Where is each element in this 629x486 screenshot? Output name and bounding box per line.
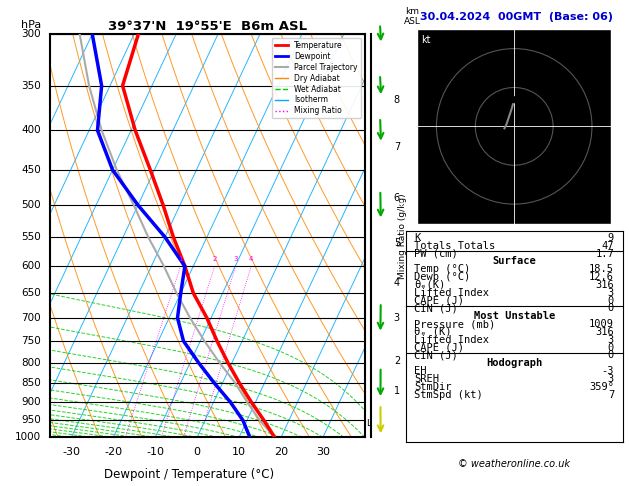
Text: 12.6: 12.6 <box>589 272 614 282</box>
Text: 3: 3 <box>608 374 614 384</box>
Text: -30: -30 <box>62 448 81 457</box>
Text: -10: -10 <box>146 448 164 457</box>
Text: 0: 0 <box>608 350 614 361</box>
Text: 7: 7 <box>608 390 614 399</box>
Text: 8: 8 <box>394 95 400 104</box>
Text: Lifted Index: Lifted Index <box>415 288 489 298</box>
Text: hPa: hPa <box>21 20 42 30</box>
Text: 47: 47 <box>601 241 614 251</box>
Text: 316: 316 <box>595 280 614 290</box>
Text: Lifted Index: Lifted Index <box>415 335 489 345</box>
Text: 750: 750 <box>21 336 41 346</box>
Text: θₑ(K): θₑ(K) <box>415 280 445 290</box>
Text: 350: 350 <box>21 81 41 91</box>
Text: CIN (J): CIN (J) <box>415 350 458 361</box>
Text: 5: 5 <box>394 238 400 248</box>
Text: 4: 4 <box>249 257 253 262</box>
Text: StmSpd (kt): StmSpd (kt) <box>415 390 483 399</box>
Text: 359°: 359° <box>589 382 614 392</box>
Text: Surface: Surface <box>493 257 536 266</box>
Text: 650: 650 <box>21 288 41 298</box>
Text: 4: 4 <box>394 278 400 288</box>
X-axis label: Dewpoint / Temperature (°C): Dewpoint / Temperature (°C) <box>104 468 274 481</box>
Text: km
ASL: km ASL <box>404 6 421 26</box>
Text: 1: 1 <box>394 386 400 396</box>
Text: Hodograph: Hodograph <box>486 358 542 368</box>
Text: 950: 950 <box>21 415 41 425</box>
Text: 550: 550 <box>21 232 41 242</box>
Text: © weatheronline.co.uk: © weatheronline.co.uk <box>458 459 571 469</box>
Text: 18.5: 18.5 <box>589 264 614 274</box>
Text: 0: 0 <box>608 343 614 352</box>
Text: SREH: SREH <box>415 374 440 384</box>
Text: 20: 20 <box>274 448 288 457</box>
Text: -20: -20 <box>104 448 122 457</box>
Text: 1.7: 1.7 <box>595 249 614 259</box>
Text: 0: 0 <box>608 295 614 306</box>
Text: 800: 800 <box>21 358 41 367</box>
Text: kt: kt <box>421 35 430 45</box>
Text: 2: 2 <box>213 257 217 262</box>
Text: θₑ (K): θₑ (K) <box>415 327 452 337</box>
Text: LCL: LCL <box>366 419 382 428</box>
Text: 3: 3 <box>608 335 614 345</box>
Text: 600: 600 <box>21 261 41 271</box>
Text: CAPE (J): CAPE (J) <box>415 295 464 306</box>
Text: 9: 9 <box>608 233 614 243</box>
Text: 900: 900 <box>21 397 41 407</box>
Text: 1009: 1009 <box>589 319 614 329</box>
Legend: Temperature, Dewpoint, Parcel Trajectory, Dry Adiabat, Wet Adiabat, Isotherm, Mi: Temperature, Dewpoint, Parcel Trajectory… <box>272 38 361 119</box>
Text: 2: 2 <box>394 356 400 365</box>
Text: PW (cm): PW (cm) <box>415 249 458 259</box>
Text: StmDir: StmDir <box>415 382 452 392</box>
Text: Totals Totals: Totals Totals <box>415 241 496 251</box>
Text: 3: 3 <box>394 313 400 323</box>
Text: Most Unstable: Most Unstable <box>474 311 555 321</box>
Text: 1000: 1000 <box>14 433 41 442</box>
Text: 400: 400 <box>21 125 41 136</box>
Text: EH: EH <box>415 366 427 376</box>
Text: 450: 450 <box>21 165 41 175</box>
Text: 3: 3 <box>608 288 614 298</box>
Text: 7: 7 <box>394 142 400 152</box>
Text: 30.04.2024  00GMT  (Base: 06): 30.04.2024 00GMT (Base: 06) <box>420 12 613 22</box>
Text: CAPE (J): CAPE (J) <box>415 343 464 352</box>
Text: 0: 0 <box>194 448 201 457</box>
Text: 300: 300 <box>21 29 41 39</box>
Text: 316: 316 <box>595 327 614 337</box>
Text: 3: 3 <box>233 257 238 262</box>
Text: 0: 0 <box>608 303 614 313</box>
Text: 850: 850 <box>21 378 41 388</box>
Text: 10: 10 <box>232 448 246 457</box>
Text: K: K <box>415 233 421 243</box>
Text: CIN (J): CIN (J) <box>415 303 458 313</box>
Text: Dewp (°C): Dewp (°C) <box>415 272 470 282</box>
Text: 1: 1 <box>178 257 183 262</box>
Text: Mixing Ratio (g/kg): Mixing Ratio (g/kg) <box>398 193 407 278</box>
Text: 500: 500 <box>21 200 41 210</box>
Text: Pressure (mb): Pressure (mb) <box>415 319 496 329</box>
Text: 700: 700 <box>21 313 41 323</box>
Text: 6: 6 <box>394 193 400 204</box>
Text: 30: 30 <box>316 448 330 457</box>
Text: Temp (°C): Temp (°C) <box>415 264 470 274</box>
Title: 39°37'N  19°55'E  B6m ASL: 39°37'N 19°55'E B6m ASL <box>108 20 307 33</box>
Text: -3: -3 <box>601 366 614 376</box>
